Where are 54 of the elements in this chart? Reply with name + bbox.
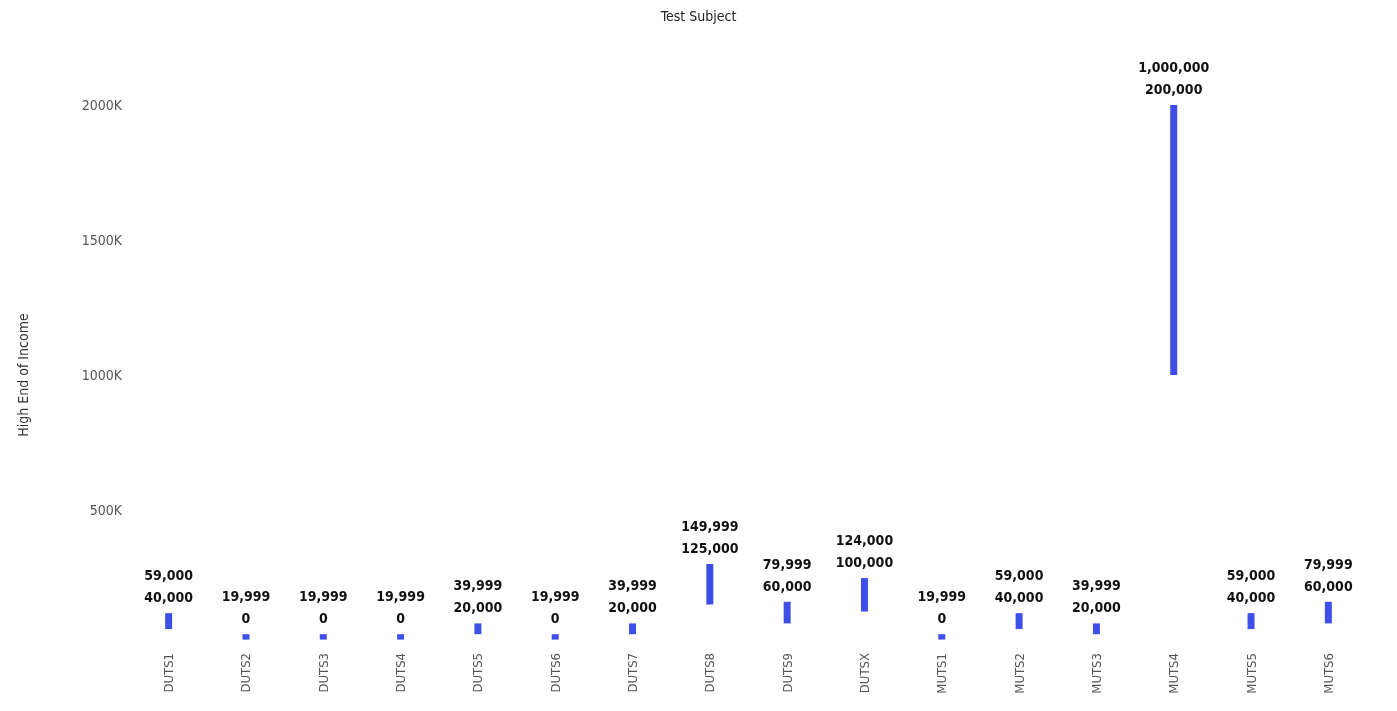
y-tick-label: 1500K: [81, 232, 123, 248]
x-tick-label: MUTS4: [1166, 653, 1182, 694]
data-label: 59,000 40,000: [994, 567, 1044, 606]
y-axis-title: High End of Income: [15, 313, 31, 437]
x-tick-label: DUTS8: [702, 653, 718, 693]
x-tick-label: MUTS2: [1011, 653, 1027, 694]
bar: [1015, 613, 1023, 630]
bar: [938, 634, 946, 640]
bar: [319, 634, 327, 640]
bar: [474, 623, 482, 635]
bar: [629, 623, 637, 635]
data-label: 79,999 60,000: [1304, 555, 1353, 594]
bar: [1247, 613, 1255, 630]
chart-title: Test Subject: [659, 8, 737, 24]
x-tick-label: DUTS1: [161, 653, 177, 693]
data-label: 1,000,000 200,000: [1138, 59, 1210, 97]
x-tick-label: MUTS5: [1243, 653, 1259, 694]
data-label: 19,999 0: [298, 588, 348, 627]
x-tick-label: DUTS3: [315, 653, 331, 693]
y-tick-label: 2000K: [81, 97, 123, 113]
data-label: 59,000 40,000: [144, 567, 194, 606]
bar: [1324, 601, 1332, 624]
data-label: 39,999 20,000: [608, 577, 658, 616]
data-label: 19,999 0: [530, 588, 580, 627]
x-tick-label: DUTS9: [779, 653, 795, 693]
x-tick-label: DUTS4: [393, 653, 409, 693]
bar: [783, 601, 791, 624]
x-tick-label: MUTS1: [934, 653, 950, 694]
data-label: 39,999 20,000: [453, 577, 503, 616]
bar: [242, 634, 250, 640]
y-tick-label: 1000K: [81, 367, 123, 383]
x-tick-label: DUTS6: [547, 653, 563, 693]
bar: [165, 613, 173, 630]
x-tick-label: DUTS7: [625, 653, 641, 693]
bar: [1092, 623, 1100, 635]
data-label: 59,000 40,000: [1226, 567, 1276, 606]
data-label: 79,999 60,000: [762, 555, 812, 594]
bar: [1170, 105, 1178, 375]
y-tick-label: 500K: [89, 502, 123, 518]
x-tick-label: DUTS5: [470, 653, 486, 693]
bar: [397, 634, 405, 640]
x-tick-label: MUTS3: [1088, 653, 1104, 694]
data-label: 19,999 0: [221, 588, 271, 627]
x-tick-label: DUTS2: [238, 653, 254, 693]
data-label: 124,000 100,000: [835, 532, 894, 571]
data-label: 39,999 20,000: [1072, 577, 1121, 616]
x-tick-label: MUTS6: [1320, 653, 1336, 694]
data-label: 19,999 0: [917, 588, 967, 627]
x-tick-label: DUTSX: [856, 653, 872, 694]
bar: [706, 564, 714, 605]
bar: [551, 634, 559, 640]
bar: [860, 578, 868, 612]
data-label: 19,999 0: [376, 588, 425, 627]
data-label: 149,999 125,000: [681, 518, 739, 556]
